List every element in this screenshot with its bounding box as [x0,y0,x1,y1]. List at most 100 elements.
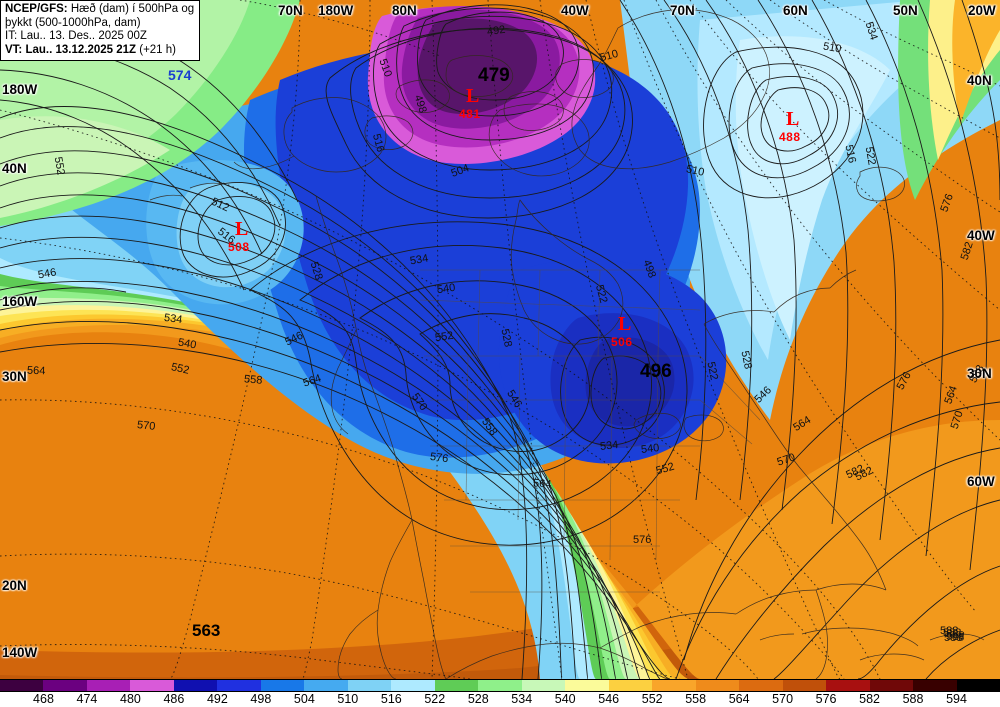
edge-label-left-40N-1: 40N [2,161,27,176]
colorbar-swatch-22 [956,679,1000,692]
contour-label-540-26: 540 [436,281,457,297]
contour-label-570-20: 570 [136,419,156,433]
fill-ne-orange [952,0,1000,125]
colorbar-tick-546: 546 [598,692,620,706]
colorbar-tick-540: 540 [554,692,576,706]
graticule [0,0,1000,679]
valid-time: VT: Lau.. 13.12.2025 21Z [5,43,137,56]
colorbar-swatch-8 [347,679,392,692]
colorbar-tick-552: 552 [641,692,663,706]
edge-label-top-50N-6: 50N [893,3,918,18]
center-label-479-0: 479 [478,65,510,86]
edge-label-top-80N-2: 80N [392,3,417,18]
contour-label-564-34: 564 [532,477,552,491]
edge-label-top-20W-7: 20W [968,3,996,18]
info-line-3-init-time: IT: Lau.. 13. Des.. 2025 00Z [5,30,147,43]
colorbar-tick-492: 492 [206,692,228,706]
colorbar-tick-594: 594 [946,692,967,706]
colorbar-tick-570: 570 [772,692,794,706]
edge-label-top-40W-3: 40W [561,3,589,18]
colorbar-tick-480: 480 [119,692,141,706]
contour-label-588-52: 588 [944,632,963,644]
colorbar-swatch-12 [521,679,566,692]
contour-label-534-35: 534 [599,439,619,453]
colorbar-tick-510: 510 [337,692,359,706]
center-label-574-2: 574 [168,67,192,83]
colorbar-swatch-7 [304,679,348,692]
colorbar-tick-516: 516 [380,692,402,706]
map-canvas[interactable]: NCEP/GFS: Hæð (dam) í 500hPa og þykkt (5… [0,0,1000,679]
low-value-481-0: 481 [459,107,481,121]
fill-510-band [0,161,580,679]
colorbar-swatch-4 [173,679,218,692]
colorbar-tick-528: 528 [467,692,489,706]
contour-label-552-27: 552 [434,329,455,345]
fill-510-blob [176,182,286,288]
colorbar-swatch-10 [434,679,479,692]
center-label-563-3: 563 [192,621,221,640]
low-marker-0: L [466,85,480,107]
contour-label-588-56: 588 [940,625,959,637]
edge-label-top-70N-0: 70N [278,3,303,18]
edge-label-right-60W-3: 60W [967,474,995,489]
forecast-hour: (+21 h) [136,43,176,56]
edge-label-right-40W-1: 40W [967,228,995,243]
contour-label-558-18: 558 [243,373,263,387]
colorbar-tick-522: 522 [424,692,446,706]
colorbar-swatch-9 [391,679,435,692]
colorbar-swatch-5 [217,679,261,692]
edge-label-left-160W-2: 160W [2,294,38,309]
colorbar-tick-labels: 468 474 480 486 492 498 504 510 516 522 528 534 540 5… [0,692,1000,707]
colorbar[interactable]: 468 474 480 486 492 498 504 510 516 522 528 534 540 5… [0,679,1000,707]
colorbar-swatch-16 [695,679,740,692]
contour-label-534-15: 534 [163,311,184,327]
fill-468-core [417,18,538,114]
low-value-488-1: 488 [779,130,801,144]
colorbar-swatch-20 [869,679,914,692]
info-line-1-rest: Hæð (dam) í 500hPa og [67,3,195,15]
contour-label-588-55: 588 [943,627,962,639]
fill-nea-lightest [735,36,890,340]
edge-label-top-70N-4: 70N [670,3,695,18]
colorbar-swatch-1 [43,679,87,692]
colorbar-swatch-17 [739,679,783,692]
colorbar-swatch-11 [478,679,522,692]
colorbar-tick-588: 588 [902,692,924,706]
contour-label-564-19: 564 [26,364,46,378]
edge-label-top-180W-1: 180W [318,3,354,18]
low-value-506-3: 506 [611,335,633,349]
colorbar-swatch-19 [826,679,870,692]
model-name: NCEP/GFS: [5,3,68,15]
edge-label-left-180W-0: 180W [2,82,38,97]
colorbar-swatch-14 [608,679,653,692]
edge-label-left-140W-5: 140W [2,645,38,660]
colorbar-tick-564: 564 [728,692,750,706]
map-svg [0,0,1000,679]
colorbar-tick-558: 558 [685,692,707,706]
contour-label-576-32: 576 [429,450,450,466]
colorbar-swatches [0,679,1000,692]
colorbar-swatch-2 [86,679,131,692]
center-label-496-1: 496 [640,361,672,382]
colorbar-swatch-15 [652,679,696,692]
colorbar-swatch-13 [565,679,609,692]
colorbar-swatch-18 [782,679,827,692]
colorbar-swatch-0 [0,679,44,692]
colorbar-tick-474: 474 [76,692,98,706]
coastlines [149,9,985,679]
info-line-2: þykkt (500-1000hPa, dam) [5,16,141,29]
model-info-box: NCEP/GFS: Hæð (dam) í 500hPa og þykkt (5… [0,0,201,62]
colorbar-tick-534: 534 [511,692,533,706]
contour-label-540-36: 540 [640,442,660,456]
colorbar-swatch-3 [130,679,174,692]
contour-label-492-0: 492 [486,23,507,39]
info-line-4: VT: Lau.. 13.12.2025 21Z (+21 h) [5,44,194,58]
edge-label-left-20N-4: 20N [2,578,27,593]
edge-label-right-30N-2: 30N [967,366,992,381]
colorbar-tick-498: 498 [250,692,272,706]
edge-label-left-30N-3: 30N [2,369,27,384]
colorbar-swatch-6 [260,679,305,692]
fill-wpac-green3 [0,116,170,218]
edge-label-right-40N-0: 40N [967,73,992,88]
